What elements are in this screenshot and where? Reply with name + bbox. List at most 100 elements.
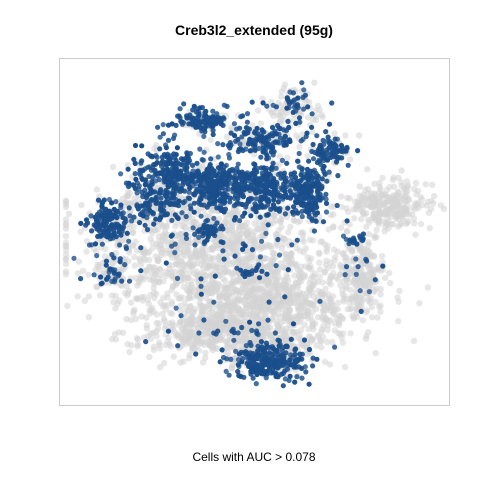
active-cell-point [213,331,219,337]
active-cell-point [281,181,287,187]
active-cell-point [309,111,315,117]
cell-point [170,353,177,360]
active-cell-point [163,142,169,148]
active-cell-point [163,159,169,166]
cell-point [145,249,152,256]
cell-point [343,227,351,235]
active-cell-point [343,264,350,270]
cell-point [371,197,378,204]
cell-point [110,299,117,306]
cell-point [173,260,180,268]
active-cell-point [270,152,276,158]
active-cell-point [320,219,327,225]
cell-point [366,219,373,226]
active-cell-point [291,204,297,210]
active-cell-point [103,233,109,239]
active-cell-point [249,99,255,105]
active-cell-point [293,193,299,199]
cell-point [238,230,245,238]
cell-point [208,334,215,341]
cell-point [167,343,174,350]
cell-point [223,330,231,337]
cell-point [204,290,211,298]
cell-point [353,203,361,210]
cell-point [150,289,158,296]
active-cell-point [159,208,165,214]
active-cell-point [107,225,113,231]
cell-point [110,163,117,171]
active-cell-point [335,173,341,179]
cell-point [286,283,294,291]
active-cell-point [202,110,208,116]
active-cell-point [299,208,305,214]
active-cell-point [114,208,120,214]
active-cell-point [196,109,202,116]
active-cell-point [124,230,130,236]
cell-point [123,315,130,323]
cell-point [260,300,267,308]
cell-point [306,286,314,293]
cell-point [351,314,358,321]
active-cell-point [261,196,268,202]
active-cell-point [157,146,163,152]
cell-point [279,263,287,271]
active-cell-point [131,156,137,162]
cell-point [315,333,322,341]
cell-point [276,314,284,321]
cell-point [102,245,109,252]
cell-point [221,264,228,272]
active-cell-point [263,230,269,236]
cell-point [81,297,89,304]
cell-point [153,311,161,318]
active-cell-point [165,137,172,143]
cell-point [197,304,204,311]
active-cells-layer [71,80,386,389]
active-cell-point [288,189,294,195]
cell-point [365,230,372,238]
active-cell-point [157,217,163,223]
active-cell-point [143,339,149,345]
cell-point [226,301,233,308]
active-cell-point [221,116,227,122]
active-cell-point [355,264,361,270]
active-cell-point [210,115,216,121]
cell-point [426,225,433,232]
active-cell-point [104,211,110,218]
active-cell-point [181,179,187,185]
cell-point [152,271,159,278]
cell-point [183,219,190,226]
active-cell-point [293,120,299,126]
active-cell-point [163,193,169,199]
active-cell-point [234,126,240,132]
cell-point [365,241,372,248]
active-cell-point [298,177,304,183]
active-cell-point [249,327,255,334]
cell-point [348,305,355,312]
active-cell-point [218,175,224,182]
active-cell-point [201,133,207,139]
cell-point [413,201,421,208]
cell-point [389,192,397,199]
cell-point [284,154,291,161]
active-cell-point [232,253,238,259]
cell-point [316,259,323,266]
cell-point [294,266,301,273]
active-cell-point [287,195,293,201]
cell-point [367,295,375,302]
cell-point [359,250,367,258]
cell-point [78,201,85,209]
active-cell-point [189,116,195,122]
cell-point [271,281,279,289]
cell-point [331,320,339,327]
active-cell-point [235,196,241,202]
active-cell-point [270,102,276,108]
cell-point [316,273,323,280]
cell-point [232,286,239,293]
active-cell-point [288,336,294,342]
active-cell-point [265,222,271,228]
active-cell-point [193,120,199,126]
active-cell-point [152,178,159,184]
cell-point [321,268,328,275]
active-cell-point [244,119,250,125]
cell-point [331,130,338,137]
